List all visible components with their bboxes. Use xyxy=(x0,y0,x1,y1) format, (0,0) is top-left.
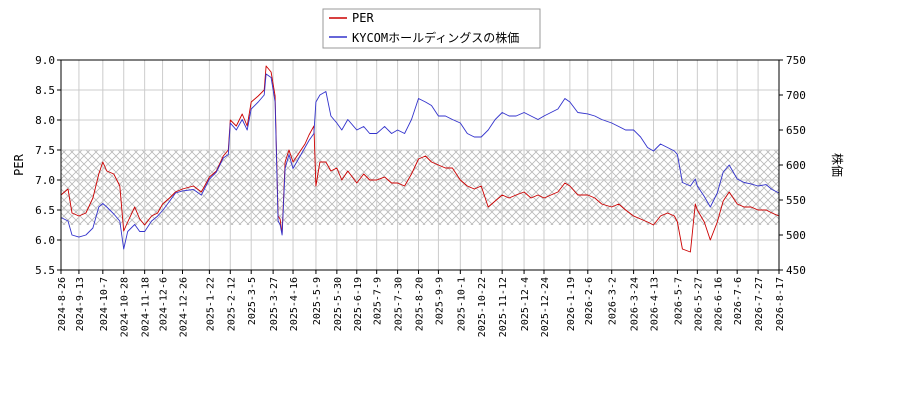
x-tick-label: 2025-4-16 xyxy=(289,277,300,331)
y-left-tick-label: 5.5 xyxy=(35,264,55,277)
y-left-tick-label: 8.5 xyxy=(35,84,55,97)
y-left-tick-label: 6.5 xyxy=(35,204,55,217)
x-tick-label: 2025-5-9 xyxy=(312,277,323,325)
x-tick-label: 2026-7-27 xyxy=(754,277,765,331)
x-tick-label: 2025-7-30 xyxy=(394,277,405,331)
y-right-tick-label: 700 xyxy=(786,89,806,102)
per-series-line xyxy=(61,65,779,253)
x-tick-label: 2025-1-22 xyxy=(205,277,216,331)
x-tick-label: 2024-12-26 xyxy=(178,277,189,337)
y-left-tick-label: 9.0 xyxy=(35,54,55,67)
x-tick-label: 2026-3-24 xyxy=(630,277,641,331)
x-tick-label: 2025-8-20 xyxy=(415,277,426,331)
x-tick-label: 2025-12-4 xyxy=(520,277,531,331)
legend-price-label: KYCOMホールディングスの株価 xyxy=(352,30,519,45)
legend-per-label: PER xyxy=(352,11,374,25)
x-tick-label: 2026-3-2 xyxy=(608,277,619,325)
x-tick-label: 2026-5-7 xyxy=(673,277,684,325)
legend: PER KYCOMホールディングスの株価 xyxy=(322,8,541,49)
x-tick-label: 2026-6-16 xyxy=(713,277,724,331)
y-axis-right-label: 株価 xyxy=(830,153,845,177)
x-tick-label: 2024-8-26 xyxy=(57,277,68,331)
x-tick-label: 2025-10-1 xyxy=(456,277,467,331)
stock-price-series-line xyxy=(61,73,779,250)
y-axis-left-label: PER xyxy=(12,153,26,175)
x-tick-label: 2026-4-13 xyxy=(650,277,661,331)
x-tick-label: 2025-7-9 xyxy=(373,277,384,325)
x-tick-label: 2024-10-7 xyxy=(99,277,110,331)
x-tick-label: 2026-2-6 xyxy=(584,277,595,325)
shaded-band-layer xyxy=(61,150,779,225)
y-right-tick-label: 500 xyxy=(786,229,806,242)
shaded-band xyxy=(61,150,779,225)
x-tick-label: 2026-7-6 xyxy=(733,277,744,325)
series-layer xyxy=(61,65,779,253)
y-right-tick-label: 600 xyxy=(786,159,806,172)
x-tick-label: 2025-9-9 xyxy=(434,277,445,325)
x-tick-label: 2024-11-18 xyxy=(141,277,152,337)
y-right-tick-label: 550 xyxy=(786,194,806,207)
x-tick-label: 2026-8-17 xyxy=(775,277,786,331)
x-tick-label: 2025-11-12 xyxy=(498,277,509,337)
x-tick-label: 2024-10-28 xyxy=(120,277,131,337)
y-right-tick-label: 650 xyxy=(786,124,806,137)
x-tick-label: 2026-5-27 xyxy=(693,277,704,331)
y-left-tick-label: 7.5 xyxy=(35,144,55,157)
x-tick-label: 2025-5-30 xyxy=(333,277,344,331)
y-right-tick-label: 750 xyxy=(786,54,806,67)
y-left-tick-label: 6.0 xyxy=(35,234,55,247)
y-right-tick-label: 450 xyxy=(786,264,806,277)
x-tick-label: 2025-2-12 xyxy=(226,277,237,331)
x-tick-label: 2024-9-13 xyxy=(75,277,86,331)
x-tick-label: 2025-6-19 xyxy=(353,277,364,331)
legend-box xyxy=(322,8,541,49)
y-left-tick-label: 8.0 xyxy=(35,114,55,127)
y-left-tick-label: 7.0 xyxy=(35,174,55,187)
x-tick-label: 2025-10-22 xyxy=(477,277,488,337)
x-tick-label: 2025-3-5 xyxy=(247,277,258,325)
x-tick-label: 2025-12-24 xyxy=(540,277,551,337)
tick-layer: 5.5 6.0 6.5 7.0 7.5 8.0 8.5 9.0 450 500 550 600 650 7… xyxy=(35,54,806,337)
x-tick-label: 2026-1-19 xyxy=(566,277,577,331)
x-tick-label: 2025-3-27 xyxy=(269,277,280,331)
x-tick-label: 2024-12-6 xyxy=(159,277,170,331)
